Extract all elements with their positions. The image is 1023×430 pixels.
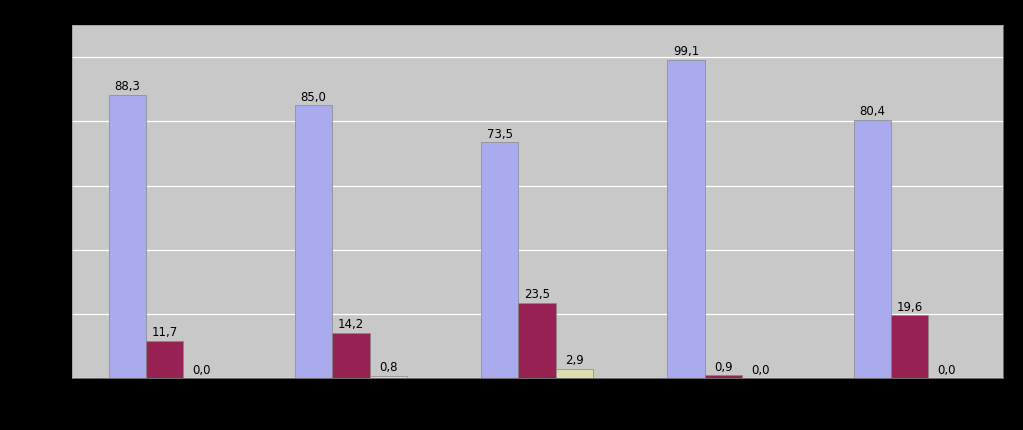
Bar	[295, 106, 332, 378]
Bar	[108, 95, 146, 378]
Bar	[481, 143, 519, 378]
Bar	[146, 341, 183, 378]
Text: 88,3: 88,3	[115, 80, 140, 93]
Bar	[555, 369, 593, 378]
Text: 73,5: 73,5	[487, 127, 513, 140]
Text: 0,0: 0,0	[937, 363, 955, 376]
Bar	[369, 376, 407, 378]
Bar	[332, 333, 369, 378]
Text: 19,6: 19,6	[896, 300, 923, 313]
Text: 0,9: 0,9	[714, 360, 732, 373]
Text: 0,0: 0,0	[192, 363, 211, 376]
Text: 0,8: 0,8	[379, 360, 397, 373]
Text: 80,4: 80,4	[859, 105, 885, 118]
Text: 2,9: 2,9	[565, 353, 584, 366]
Text: 99,1: 99,1	[673, 45, 699, 58]
Text: 23,5: 23,5	[524, 288, 550, 301]
Bar	[705, 375, 742, 378]
Text: 85,0: 85,0	[301, 90, 326, 103]
Bar	[853, 121, 891, 378]
Bar	[519, 303, 555, 378]
Text: 0,0: 0,0	[751, 363, 769, 376]
Text: 14,2: 14,2	[338, 317, 364, 330]
Bar	[891, 316, 928, 378]
Text: 11,7: 11,7	[151, 326, 178, 338]
Bar	[667, 61, 705, 378]
